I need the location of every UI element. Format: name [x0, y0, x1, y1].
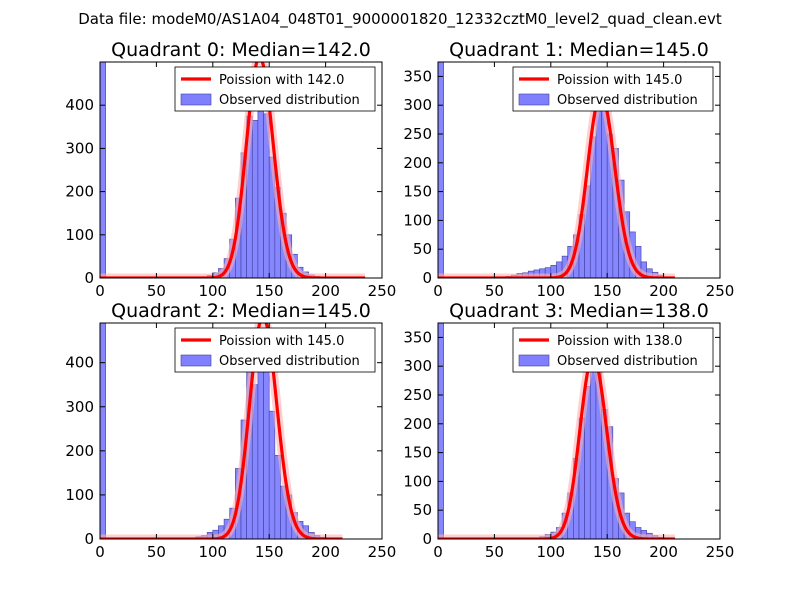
legend-entry-observed: Observed distribution	[557, 93, 698, 108]
quadrant-1-chart: 0 50 100 150 200 250 0 50 100 150 200 250 300 350 Quad…	[403, 39, 734, 300]
histogram-bar	[257, 91, 264, 278]
y-tick-label: 250	[403, 125, 432, 143]
x-tick-label: 200	[649, 282, 678, 300]
y-tick-label: 300	[403, 96, 432, 114]
legend-entry-observed: Observed distribution	[219, 93, 360, 108]
x-tick-label: 100	[536, 282, 565, 300]
axes-frame	[437, 61, 721, 279]
chart-title: Quadrant 0: Median=142.0	[111, 39, 371, 61]
legend-bar-swatch	[180, 93, 212, 106]
x-tick-label: 0	[95, 282, 105, 300]
legend-entry-observed: Observed distribution	[557, 354, 698, 369]
legend-entry-observed: Observed distribution	[219, 354, 360, 369]
poisson-line	[100, 323, 343, 539]
x-tick-label: 100	[198, 282, 227, 300]
y-tick-label: 100	[65, 226, 94, 244]
y-tick-label: 50	[413, 501, 432, 519]
y-tick-label: 0	[84, 530, 94, 548]
y-tick-label: 350	[403, 328, 432, 346]
axes-frame	[99, 61, 383, 279]
chart-title: Quadrant 3: Median=138.0	[449, 300, 709, 322]
y-tick-label: 400	[65, 354, 94, 372]
legend-entry-poisson: Poission with 138.0	[557, 334, 682, 349]
y-tick-label: 100	[65, 486, 94, 504]
x-tick-label: 250	[368, 282, 397, 300]
panels-group: 0 50 100 150 200 250 0 100 200 300 400 Quadrant 0: …	[65, 39, 734, 561]
y-tick-label: 400	[65, 96, 94, 114]
legend-entry-poisson: Poission with 145.0	[219, 334, 344, 349]
histogram-bar	[100, 323, 106, 539]
x-tick-label: 100	[198, 543, 227, 561]
x-tick-label: 50	[147, 543, 166, 561]
x-tick-label: 50	[147, 282, 166, 300]
histogram-bar	[100, 62, 106, 278]
poisson-line	[438, 355, 675, 539]
legend-bar-swatch	[518, 354, 550, 367]
legend-entry-poisson: Poission with 142.0	[219, 73, 344, 88]
y-tick-label: 250	[403, 386, 432, 404]
x-tick-label: 150	[593, 543, 622, 561]
y-tick-label: 0	[84, 269, 94, 287]
x-tick-label: 250	[368, 543, 397, 561]
chart-title: Quadrant 2: Median=145.0	[111, 300, 371, 322]
legend: Poission with 138.0 Observed distribution	[512, 327, 714, 373]
histogram-bar	[263, 371, 270, 539]
y-tick-label: 0	[422, 530, 432, 548]
y-tick-label: 150	[403, 444, 432, 462]
legend-entry-poisson: Poission with 145.0	[557, 73, 682, 88]
y-tick-label: 50	[413, 240, 432, 258]
y-tick-label: 200	[403, 154, 432, 172]
quadrant-0-chart: 0 50 100 150 200 250 0 100 200 300 400 Quadrant 0: …	[65, 39, 396, 300]
x-tick-label: 0	[433, 282, 443, 300]
x-tick-label: 200	[649, 543, 678, 561]
x-tick-label: 100	[536, 543, 565, 561]
y-tick-label: 150	[403, 183, 432, 201]
legend-box	[512, 327, 714, 373]
y-tick-label: 200	[403, 415, 432, 433]
x-tick-label: 0	[433, 543, 443, 561]
x-tick-label: 150	[255, 543, 284, 561]
axes-frame	[99, 322, 383, 540]
legend-bar-swatch	[180, 354, 212, 367]
x-tick-label: 0	[95, 543, 105, 561]
x-tick-label: 200	[311, 543, 340, 561]
x-tick-label: 250	[706, 282, 735, 300]
legend: Poission with 145.0 Observed distribution	[174, 327, 376, 373]
y-tick-label: 100	[403, 211, 432, 229]
histogram-bar	[438, 62, 444, 278]
quadrant-2-chart: 0 50 100 150 200 250 0 100 200 300 400 Quadrant 2: …	[65, 300, 396, 561]
x-tick-label: 150	[255, 282, 284, 300]
y-tick-label: 300	[65, 139, 94, 157]
y-tick-label: 0	[422, 269, 432, 287]
axes-frame	[437, 322, 721, 540]
quadrant-3-chart: 0 50 100 150 200 250 0 50 100 150 200 250 300 350 Quad…	[403, 300, 734, 561]
x-tick-label: 200	[311, 282, 340, 300]
histogram-bar	[251, 120, 259, 278]
y-tick-label: 200	[65, 183, 94, 201]
y-tick-label: 300	[65, 398, 94, 416]
legend: Poission with 142.0 Observed distribution	[174, 66, 376, 112]
y-tick-label: 300	[403, 357, 432, 375]
chart-title: Quadrant 1: Median=145.0	[449, 39, 709, 61]
x-tick-label: 150	[593, 282, 622, 300]
y-tick-label: 100	[403, 472, 432, 490]
legend: Poission with 145.0 Observed distribution	[512, 66, 714, 112]
x-tick-label: 50	[485, 282, 504, 300]
x-tick-label: 50	[485, 543, 504, 561]
y-tick-label: 350	[403, 67, 432, 85]
x-tick-label: 250	[706, 543, 735, 561]
figure-title: Data file: modeM0/AS1A04_048T01_90000018…	[78, 10, 722, 29]
y-tick-label: 200	[65, 442, 94, 460]
histogram-bar	[268, 410, 276, 539]
legend-bar-swatch	[518, 93, 550, 106]
histogram-bar	[438, 323, 444, 539]
histogram-bar	[595, 104, 602, 278]
